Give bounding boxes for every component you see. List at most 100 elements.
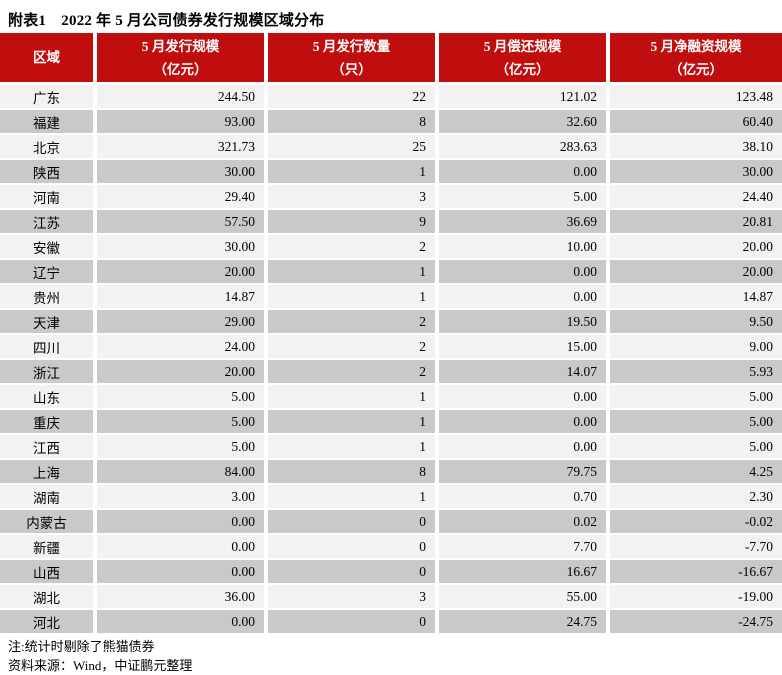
- region-cell: 重庆: [0, 410, 97, 435]
- table-row: 山东 5.00 1 0.00 5.00: [0, 385, 782, 410]
- header-issue-scale-label: 5 月发行规模: [141, 38, 220, 54]
- table-row: 山西 0.00 0 16.67 -16.67: [0, 560, 782, 585]
- table-row: 上海 84.00 8 79.75 4.25: [0, 460, 782, 485]
- table-row: 福建 93.00 8 32.60 60.40: [0, 110, 782, 135]
- repay-scale-cell: 0.02: [439, 510, 610, 535]
- table-row: 北京 321.73 25 283.63 38.10: [0, 135, 782, 160]
- table-row: 江西 5.00 1 0.00 5.00: [0, 435, 782, 460]
- issue-count-cell: 0: [268, 610, 439, 635]
- net-financing-cell: 9.00: [610, 335, 782, 360]
- region-cell: 天津: [0, 310, 97, 335]
- region-cell: 河北: [0, 610, 97, 635]
- issue-count-cell: 1: [268, 385, 439, 410]
- net-financing-cell: 30.00: [610, 160, 782, 185]
- header-net-financing: 5 月净融资规模 （亿元）: [610, 33, 782, 85]
- issue-scale-cell: 20.00: [97, 260, 268, 285]
- region-cell: 湖南: [0, 485, 97, 510]
- net-financing-cell: -7.70: [610, 535, 782, 560]
- issue-count-cell: 0: [268, 560, 439, 585]
- issue-scale-cell: 3.00: [97, 485, 268, 510]
- net-financing-cell: 14.87: [610, 285, 782, 310]
- header-issue-count-unit: （只）: [331, 61, 372, 77]
- issue-count-cell: 0: [268, 510, 439, 535]
- repay-scale-cell: 10.00: [439, 235, 610, 260]
- region-cell: 上海: [0, 460, 97, 485]
- repay-scale-cell: 0.00: [439, 385, 610, 410]
- issue-scale-cell: 29.00: [97, 310, 268, 335]
- repay-scale-cell: 0.00: [439, 435, 610, 460]
- repay-scale-cell: 36.69: [439, 210, 610, 235]
- region-cell: 山西: [0, 560, 97, 585]
- issue-scale-cell: 30.00: [97, 235, 268, 260]
- table-row: 四川 24.00 2 15.00 9.00: [0, 335, 782, 360]
- header-repay-scale-label: 5 月偿还规模: [483, 38, 562, 54]
- header-repay-scale: 5 月偿还规模 （亿元）: [439, 33, 610, 85]
- table-title: 附表1 2022 年 5 月公司债券发行规模区域分布: [8, 13, 325, 29]
- issue-scale-cell: 36.00: [97, 585, 268, 610]
- bond-issuance-table: 区域 5 月发行规模 （亿元） 5 月发行数量 （只） 5 月偿还规模 （亿元）…: [0, 33, 782, 635]
- repay-scale-cell: 16.67: [439, 560, 610, 585]
- region-cell: 浙江: [0, 360, 97, 385]
- repay-scale-cell: 0.70: [439, 485, 610, 510]
- repay-scale-cell: 283.63: [439, 135, 610, 160]
- region-cell: 江西: [0, 435, 97, 460]
- repay-scale-cell: 7.70: [439, 535, 610, 560]
- table-row: 江苏 57.50 9 36.69 20.81: [0, 210, 782, 235]
- issue-scale-cell: 24.00: [97, 335, 268, 360]
- net-financing-cell: 20.00: [610, 235, 782, 260]
- note-line: 注:统计时剔除了熊猫债券: [8, 639, 155, 654]
- table-row: 内蒙古 0.00 0 0.02 -0.02: [0, 510, 782, 535]
- region-cell: 湖北: [0, 585, 97, 610]
- table-row: 河南 29.40 3 5.00 24.40: [0, 185, 782, 210]
- header-issue-scale: 5 月发行规模 （亿元）: [97, 33, 268, 85]
- issue-count-cell: 2: [268, 310, 439, 335]
- table-row: 新疆 0.00 0 7.70 -7.70: [0, 535, 782, 560]
- issue-count-cell: 22: [268, 85, 439, 110]
- issue-count-cell: 8: [268, 460, 439, 485]
- region-cell: 内蒙古: [0, 510, 97, 535]
- header-repay-scale-unit: （亿元）: [495, 61, 550, 77]
- net-financing-cell: -16.67: [610, 560, 782, 585]
- net-financing-cell: 20.81: [610, 210, 782, 235]
- region-cell: 辽宁: [0, 260, 97, 285]
- issue-count-cell: 25: [268, 135, 439, 160]
- repay-scale-cell: 32.60: [439, 110, 610, 135]
- header-row: 区域 5 月发行规模 （亿元） 5 月发行数量 （只） 5 月偿还规模 （亿元）…: [0, 33, 782, 85]
- source-line: 资料来源：Wind，中证鹏元整理: [8, 658, 193, 673]
- net-financing-cell: 60.40: [610, 110, 782, 135]
- issue-count-cell: 1: [268, 285, 439, 310]
- header-issue-scale-unit: （亿元）: [153, 61, 208, 77]
- issue-scale-cell: 5.00: [97, 385, 268, 410]
- issue-scale-cell: 0.00: [97, 510, 268, 535]
- repay-scale-cell: 0.00: [439, 410, 610, 435]
- region-cell: 安徽: [0, 235, 97, 260]
- repay-scale-cell: 121.02: [439, 85, 610, 110]
- issue-scale-cell: 57.50: [97, 210, 268, 235]
- table-row: 贵州 14.87 1 0.00 14.87: [0, 285, 782, 310]
- repay-scale-cell: 0.00: [439, 285, 610, 310]
- footnotes: 注:统计时剔除了熊猫债券 资料来源：Wind，中证鹏元整理: [0, 635, 782, 675]
- net-financing-cell: 5.00: [610, 435, 782, 460]
- net-financing-cell: -0.02: [610, 510, 782, 535]
- issue-scale-cell: 20.00: [97, 360, 268, 385]
- issue-scale-cell: 29.40: [97, 185, 268, 210]
- repay-scale-cell: 14.07: [439, 360, 610, 385]
- header-issue-count-label: 5 月发行数量: [312, 38, 391, 54]
- net-financing-cell: 4.25: [610, 460, 782, 485]
- header-issue-count: 5 月发行数量 （只）: [268, 33, 439, 85]
- table-row: 陕西 30.00 1 0.00 30.00: [0, 160, 782, 185]
- issue-scale-cell: 84.00: [97, 460, 268, 485]
- issue-count-cell: 9: [268, 210, 439, 235]
- region-cell: 四川: [0, 335, 97, 360]
- table-row: 广东 244.50 22 121.02 123.48: [0, 85, 782, 110]
- issue-scale-cell: 0.00: [97, 535, 268, 560]
- region-cell: 北京: [0, 135, 97, 160]
- net-financing-cell: 38.10: [610, 135, 782, 160]
- issue-count-cell: 2: [268, 360, 439, 385]
- region-cell: 江苏: [0, 210, 97, 235]
- issue-count-cell: 2: [268, 335, 439, 360]
- issue-scale-cell: 244.50: [97, 85, 268, 110]
- net-financing-cell: 123.48: [610, 85, 782, 110]
- issue-count-cell: 0: [268, 535, 439, 560]
